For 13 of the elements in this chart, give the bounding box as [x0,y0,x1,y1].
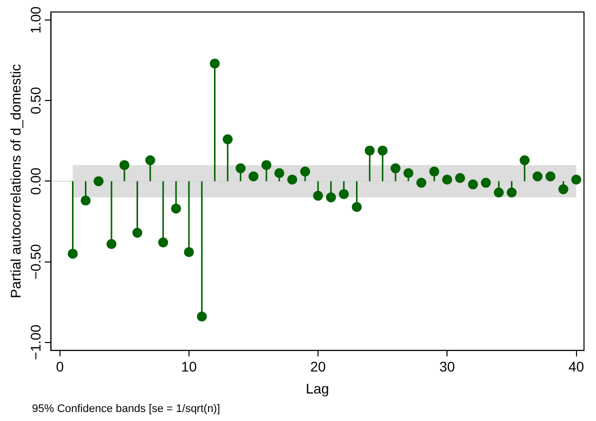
y-tick-label: 0.50 [28,86,44,114]
x-tick-label: 0 [56,358,64,375]
y-axis-title: Partial autocorrelations of d_domestic [7,64,24,298]
y-tick-label: 1.00 [28,6,44,34]
y-tick-label: −1.00 [28,324,44,360]
x-tick-label: 40 [568,358,584,375]
x-tick-label: 30 [439,358,456,375]
text: 95% Confidence bands [se = 1/sqrt(n)] [32,403,220,415]
y-tick-label: 0.00 [28,167,44,195]
x-tick-label: 10 [181,358,197,375]
x-tick-label: 20 [310,358,326,375]
y-tick-label: −0.50 [28,244,44,280]
x-axis-title: Lag [306,380,330,396]
